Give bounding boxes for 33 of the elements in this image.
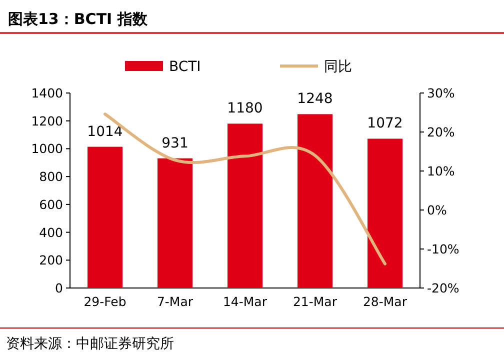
bar xyxy=(88,146,122,288)
y2-tick-label: -10% xyxy=(427,242,460,256)
bar xyxy=(228,124,262,288)
x-tick-label: 28-Mar xyxy=(362,294,408,309)
y-tick-label: 1000 xyxy=(31,141,64,156)
data-label: 931 xyxy=(162,135,188,152)
bar xyxy=(298,114,332,288)
x-tick-label: 21-Mar xyxy=(292,294,338,309)
y2-tick-label: 30% xyxy=(427,86,455,100)
data-label: 1248 xyxy=(297,91,333,108)
y-tick-label: 0 xyxy=(55,280,64,296)
y2-tick-label: 0% xyxy=(427,202,447,218)
chart-title: 图表13：BCTI 指数 xyxy=(8,10,148,28)
y-tick-label: 600 xyxy=(39,196,64,212)
y-tick-label: 1400 xyxy=(31,86,64,100)
y-tick-label: 1200 xyxy=(31,113,64,128)
text: 资料来源：中邮证券研究所 xyxy=(6,336,174,352)
y-tick-label: 200 xyxy=(39,252,64,268)
legend-label: 同比 xyxy=(324,59,352,75)
data-label: 1180 xyxy=(227,100,263,117)
bar xyxy=(158,158,192,288)
y-tick-label: 800 xyxy=(39,169,64,184)
bar xyxy=(368,138,402,288)
x-tick-label: 14-Mar xyxy=(222,294,268,309)
y2-tick-label: 20% xyxy=(427,124,455,140)
y-tick-label: 400 xyxy=(39,224,64,240)
x-tick-label: 7-Mar xyxy=(156,294,194,309)
data-label: 1014 xyxy=(87,124,123,140)
y2-tick-label: -20% xyxy=(427,280,460,296)
legend-label: BCTI xyxy=(169,59,201,75)
data-label: 1072 xyxy=(367,116,403,132)
y2-tick-label: 10% xyxy=(427,164,455,178)
x-tick-label: 29-Feb xyxy=(84,294,126,309)
